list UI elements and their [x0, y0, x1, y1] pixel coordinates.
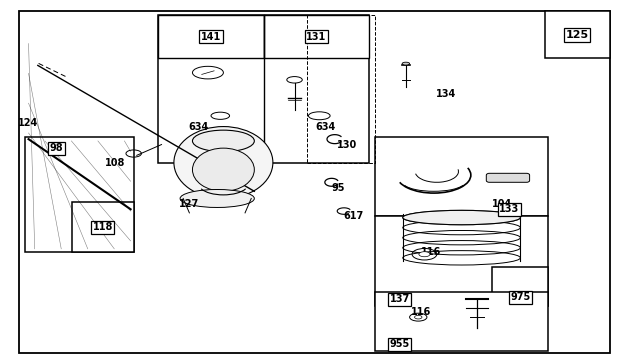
Text: 125: 125	[565, 30, 589, 40]
Text: 634: 634	[316, 122, 335, 131]
Text: 955: 955	[389, 339, 410, 349]
Text: 116: 116	[411, 307, 432, 317]
Ellipse shape	[402, 62, 410, 65]
Text: eReplacementParts.com: eReplacementParts.com	[238, 179, 382, 192]
Text: 104: 104	[492, 199, 512, 209]
Text: 131: 131	[306, 32, 326, 42]
Ellipse shape	[415, 316, 422, 319]
Bar	[375, 292, 548, 351]
Text: 98: 98	[50, 143, 63, 153]
Text: 134: 134	[436, 89, 456, 99]
Text: 141: 141	[201, 32, 221, 42]
Bar	[545, 12, 610, 58]
Ellipse shape	[174, 127, 273, 199]
Text: 617: 617	[343, 212, 363, 221]
Text: 137: 137	[389, 294, 410, 304]
Bar	[492, 267, 548, 306]
Ellipse shape	[192, 148, 254, 191]
Text: 127: 127	[179, 199, 200, 209]
Bar	[25, 137, 134, 252]
Bar	[375, 137, 548, 217]
Bar	[159, 15, 264, 58]
Bar	[375, 217, 548, 306]
Bar	[264, 15, 369, 58]
Text: 108: 108	[105, 157, 125, 168]
Bar	[159, 15, 369, 162]
Text: 124: 124	[19, 118, 38, 128]
Text: 118: 118	[92, 222, 113, 232]
Text: 634: 634	[188, 122, 209, 131]
FancyBboxPatch shape	[486, 173, 529, 182]
Bar	[307, 15, 375, 162]
Text: 130: 130	[337, 140, 357, 149]
Text: 95: 95	[331, 183, 345, 193]
Bar	[72, 202, 134, 252]
Text: 116: 116	[420, 247, 441, 257]
Ellipse shape	[192, 130, 254, 152]
Ellipse shape	[180, 190, 254, 208]
Ellipse shape	[419, 252, 430, 257]
Text: 975: 975	[510, 292, 531, 303]
Ellipse shape	[403, 210, 520, 225]
Text: 133: 133	[499, 204, 520, 214]
